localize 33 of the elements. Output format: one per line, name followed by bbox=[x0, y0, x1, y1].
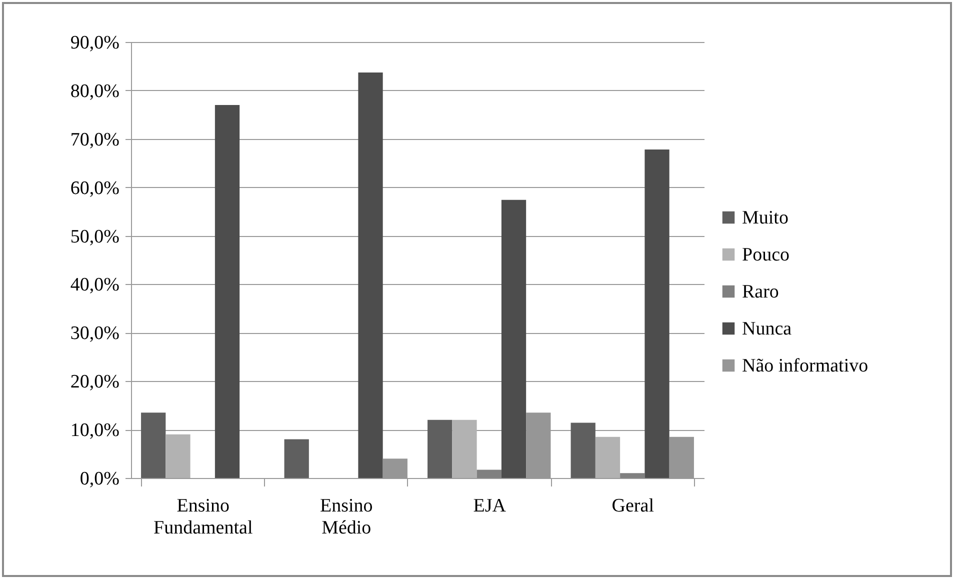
legend-label: Pouco bbox=[742, 244, 790, 266]
bar bbox=[620, 473, 645, 478]
bar bbox=[428, 420, 452, 478]
bar bbox=[570, 422, 596, 478]
y-tick-label: 10,0% bbox=[70, 420, 120, 442]
legend-label: Não informativo bbox=[742, 356, 868, 376]
y-tick-label: 30,0% bbox=[70, 323, 120, 344]
y-tick-label: 50,0% bbox=[70, 226, 120, 248]
legend-label: Nunca bbox=[742, 318, 792, 340]
x-tick-label: EJA bbox=[473, 496, 506, 516]
bar bbox=[284, 439, 309, 478]
x-tick-label: Ensino Médio bbox=[320, 496, 373, 538]
bar bbox=[669, 436, 694, 478]
legend-label: Raro bbox=[742, 282, 779, 302]
bar bbox=[214, 104, 240, 478]
bar bbox=[166, 434, 190, 478]
y-tick-label: 70,0% bbox=[70, 129, 120, 150]
y-tick-label: 40,0% bbox=[70, 274, 120, 296]
y-tick-label: 0,0% bbox=[80, 468, 120, 490]
bar bbox=[501, 200, 526, 478]
legend-label: Muito bbox=[742, 208, 788, 228]
x-tick-label: Ensino Fundamental bbox=[154, 496, 253, 538]
bar bbox=[644, 150, 670, 478]
x-tick-label: Geral bbox=[612, 496, 654, 516]
bar bbox=[452, 420, 477, 478]
bar bbox=[141, 412, 166, 478]
y-tick-label: 60,0% bbox=[70, 178, 120, 199]
bar bbox=[358, 72, 383, 478]
bar bbox=[595, 436, 620, 478]
bar bbox=[476, 470, 502, 478]
y-tick-label: 90,0% bbox=[70, 32, 120, 54]
y-tick-label: 80,0% bbox=[70, 80, 120, 102]
y-tick-label: 20,0% bbox=[70, 372, 120, 393]
